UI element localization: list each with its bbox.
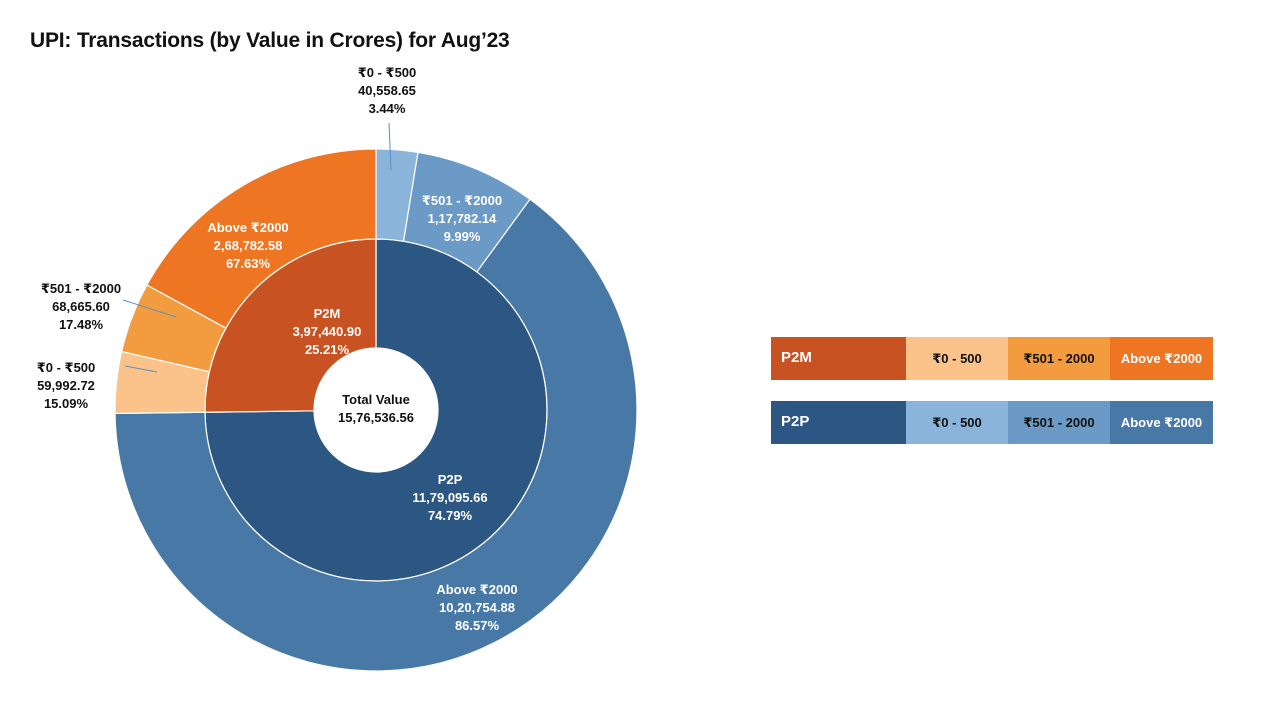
segment-p2p-label: P2P 11,79,095.66 74.79% <box>412 472 487 523</box>
chart-title: UPI: Transactions (by Value in Crores) f… <box>30 29 510 52</box>
segment-p2m-label-line-1: 3,97,440.90 <box>293 324 362 339</box>
segment-p2p-0-500-label-line-1: 40,558.65 <box>358 83 416 98</box>
segment-p2m-above-2000-label-line-0: Above ₹2000 <box>207 220 288 235</box>
segment-p2m-above-2000-label-line-1: 2,68,782.58 <box>214 238 283 253</box>
segment-p2p-501-2000-label-line-2: 9.99% <box>444 229 481 244</box>
segment-p2m-0-500-leader-line <box>124 365 158 373</box>
segment-p2m-501-2000-label-line-2: 17.48% <box>59 317 104 332</box>
leader-lines <box>122 122 392 373</box>
segment-p2p-0-500-leader-line <box>388 122 392 171</box>
segment-p2p-above-2000 <box>114 198 638 672</box>
center-total-label: Total Value 15,76,536.56 <box>338 392 414 425</box>
segment-p2p-501-2000-label-line-1: 1,17,782.14 <box>428 211 497 226</box>
center-total-label-line-1: 15,76,536.56 <box>338 410 414 425</box>
legend-p2p-item-2: Above ₹2000 <box>1110 401 1213 444</box>
center-hole <box>314 348 438 472</box>
center-total-label-line-0: Total Value <box>342 392 410 407</box>
segment-p2m-above-2000-label-line-2: 67.63% <box>226 256 271 271</box>
segment-p2p-0-500-label: ₹0 - ₹500 40,558.65 3.44% <box>358 65 417 116</box>
segment-p2m-0-500-label-line-2: 15.09% <box>44 396 89 411</box>
legend-p2p-item-1: ₹501 - 2000 <box>1008 401 1110 444</box>
segment-p2m-label: P2M 3,97,440.90 25.21% <box>293 306 362 357</box>
legend-p2m-item-2: Above ₹2000 <box>1110 337 1213 380</box>
legend-p2p-label: P2P <box>771 401 906 444</box>
segment-p2m-0-500-label-line-1: 59,992.72 <box>37 378 95 393</box>
segment-p2m-label-line-0: P2M <box>314 306 341 321</box>
segment-p2m-501-2000-label: ₹501 - ₹2000 68,665.60 17.48% <box>41 281 121 332</box>
legend-p2m-item-1: ₹501 - 2000 <box>1008 337 1110 380</box>
segment-p2p-label-line-0: P2P <box>438 472 463 487</box>
legend-p2m-item-0: ₹0 - 500 <box>906 337 1008 380</box>
segment-p2p-label-line-1: 11,79,095.66 <box>412 490 487 505</box>
segment-p2m-501-2000-label-line-1: 68,665.60 <box>52 299 110 314</box>
legend-row-p2p: P2P ₹0 - 500 ₹501 - 2000 Above ₹2000 <box>771 401 1213 444</box>
legend-row-p2m: P2M ₹0 - 500 ₹501 - 2000 Above ₹2000 <box>771 337 1213 380</box>
data-labels: Total Value 15,76,536.56 P2P 11,79,095.66 74… <box>37 65 518 633</box>
segment-p2m-501-2000-label-line-0: ₹501 - ₹2000 <box>41 281 121 296</box>
segment-p2p-501-2000-label: ₹501 - ₹2000 1,17,782.14 9.99% <box>422 193 502 244</box>
segment-p2p-label-line-2: 74.79% <box>428 508 473 523</box>
legend-p2p-item-0: ₹0 - 500 <box>906 401 1008 444</box>
segment-p2p-0-500-label-line-0: ₹0 - ₹500 <box>358 65 417 80</box>
segment-p2m-above-2000-label: Above ₹2000 2,68,782.58 67.63% <box>207 220 288 271</box>
legend-p2m-label: P2M <box>771 337 906 380</box>
segment-p2p-above-2000-label-line-0: Above ₹2000 <box>436 582 517 597</box>
segment-p2m-label-line-2: 25.21% <box>305 342 350 357</box>
segment-p2m-0-500-label: ₹0 - ₹500 59,992.72 15.09% <box>37 360 96 411</box>
segment-p2p-501-2000-label-line-0: ₹501 - ₹2000 <box>422 193 502 208</box>
segment-p2m-501-2000-leader-line <box>122 299 177 318</box>
segment-p2p-above-2000-label-line-2: 86.57% <box>455 618 500 633</box>
segment-p2p-0-500-label-line-2: 3.44% <box>369 101 406 116</box>
segment-p2m-above-2000 <box>146 148 377 329</box>
segment-p2m-0-500-label-line-0: ₹0 - ₹500 <box>37 360 96 375</box>
segment-p2p-above-2000-label-line-1: 10,20,754.88 <box>439 600 515 615</box>
segment-p2p-above-2000-label: Above ₹2000 10,20,754.88 86.57% <box>436 582 517 633</box>
outer-ring <box>114 148 638 672</box>
